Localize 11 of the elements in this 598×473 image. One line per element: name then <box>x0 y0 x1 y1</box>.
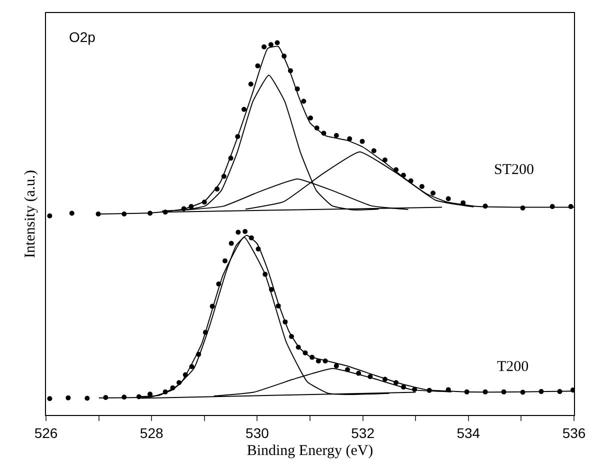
x-tick-label: 528 <box>140 424 164 441</box>
annotation: O2p <box>69 29 96 45</box>
x-tick-label: 530 <box>246 424 270 441</box>
x-tick-label: 532 <box>351 424 375 441</box>
x-tick-label: 534 <box>456 424 480 441</box>
x-tick-label: 526 <box>34 424 58 441</box>
annotation: T200 <box>497 359 529 375</box>
x-tick-label: 536 <box>562 424 586 441</box>
y-axis-title: Intensity (a.u.) <box>22 170 38 258</box>
x-axis-title: Binding Energy (eV) <box>246 442 374 459</box>
annotation: ST200 <box>494 162 534 178</box>
